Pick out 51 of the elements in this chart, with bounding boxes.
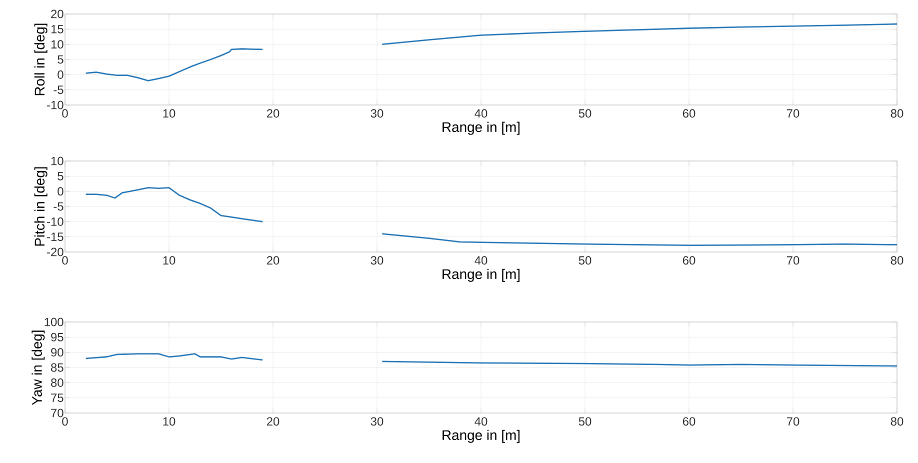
y-tick-label: -5 [54, 202, 64, 211]
y-tick-label: 100 [44, 318, 64, 326]
x-tick-label: 30 [370, 109, 384, 118]
y-tick-label: -5 [54, 86, 64, 94]
x-axis-title: Range in [m] [442, 268, 520, 282]
y-tick-label: -10 [47, 217, 64, 226]
y-tick-label: 90 [51, 348, 64, 357]
x-tick-label: 30 [370, 256, 384, 265]
x-tick-label: 80 [890, 256, 904, 265]
x-tick-label: 10 [163, 417, 176, 426]
y-tick-label: 5 [58, 172, 64, 180]
y-tick-label: 15 [51, 24, 64, 34]
x-tick-label: 20 [266, 109, 280, 118]
x-tick-label: 40 [474, 109, 488, 118]
x-tick-label: 70 [786, 417, 800, 426]
y-axis-title: Yaw in [deg] [32, 330, 45, 406]
x-tick-label: 50 [578, 256, 592, 265]
x-tick-label: 10 [163, 109, 176, 118]
y-tick-label: 80 [51, 378, 64, 387]
y-tick-label: -20 [47, 248, 64, 256]
y-tick-label: -15 [47, 232, 64, 241]
x-tick-label: 70 [786, 109, 800, 118]
y-tick-label: 5 [58, 55, 64, 64]
y-tick-label: 95 [51, 332, 64, 342]
x-tick-label: 10 [163, 256, 176, 265]
y-tick-label: 0 [58, 187, 64, 196]
y-tick-label: 70 [51, 408, 64, 418]
x-tick-label: 40 [474, 417, 488, 426]
x-axis-title: Range in [m] [442, 122, 520, 135]
x-tick-label: 50 [578, 109, 592, 118]
y-tick-label: 75 [51, 394, 64, 402]
y-tick-label: 0 [58, 70, 64, 79]
x-tick-label: 70 [786, 256, 800, 265]
y-tick-label: 10 [51, 40, 64, 49]
y-tick-label: 85 [51, 363, 64, 372]
x-axis-title: Range in [m] [442, 430, 520, 443]
x-tick-label: 60 [682, 256, 696, 265]
x-tick-label: 60 [682, 417, 696, 426]
y-axis-title: Pitch in [deg] [34, 167, 48, 246]
x-tick-label: 80 [890, 417, 904, 426]
x-tick-label: 20 [266, 256, 280, 265]
x-tick-label: 80 [890, 109, 904, 118]
x-tick-label: 40 [474, 256, 488, 265]
y-tick-label: 10 [51, 156, 64, 166]
y-axis-title: Roll in [deg] [34, 24, 48, 96]
x-tick-label: 50 [578, 417, 592, 426]
y-tick-label: 20 [51, 10, 64, 18]
x-tick-label: 30 [370, 417, 384, 426]
x-tick-label: 20 [266, 417, 280, 426]
x-tick-label: 60 [682, 109, 696, 118]
y-tick-label: -10 [47, 100, 64, 110]
